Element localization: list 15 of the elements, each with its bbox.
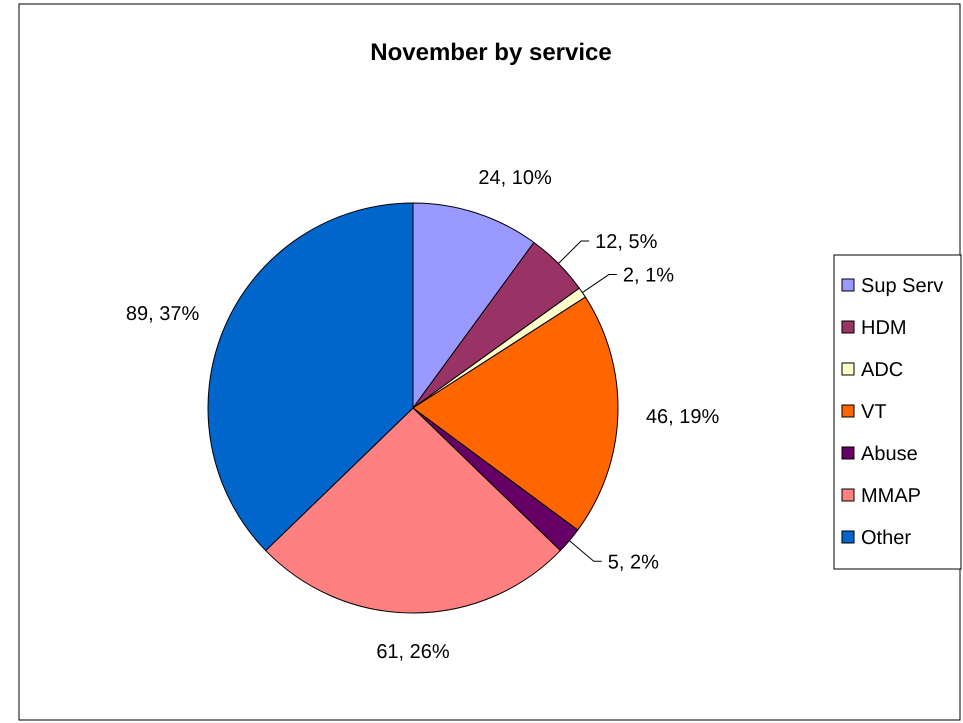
data-label: 5, 2% xyxy=(608,551,660,574)
data-label: 89, 37% xyxy=(126,303,200,326)
legend-label: Sup Serv xyxy=(861,275,944,297)
data-label: 24, 10% xyxy=(478,166,552,189)
chart-title: November by service xyxy=(370,39,612,66)
legend-label: Abuse xyxy=(861,443,918,465)
data-label: 2, 1% xyxy=(622,264,674,287)
legend-label: HDM xyxy=(861,317,907,339)
legend-label: ADC xyxy=(861,359,904,381)
data-label: 46, 19% xyxy=(646,406,720,428)
legend-label: Other xyxy=(861,527,912,549)
data-label: 12, 5% xyxy=(595,230,658,253)
legend-label: VT xyxy=(861,401,887,423)
data-label: 61, 26% xyxy=(376,641,450,663)
legend-label: MMAP xyxy=(861,485,921,507)
